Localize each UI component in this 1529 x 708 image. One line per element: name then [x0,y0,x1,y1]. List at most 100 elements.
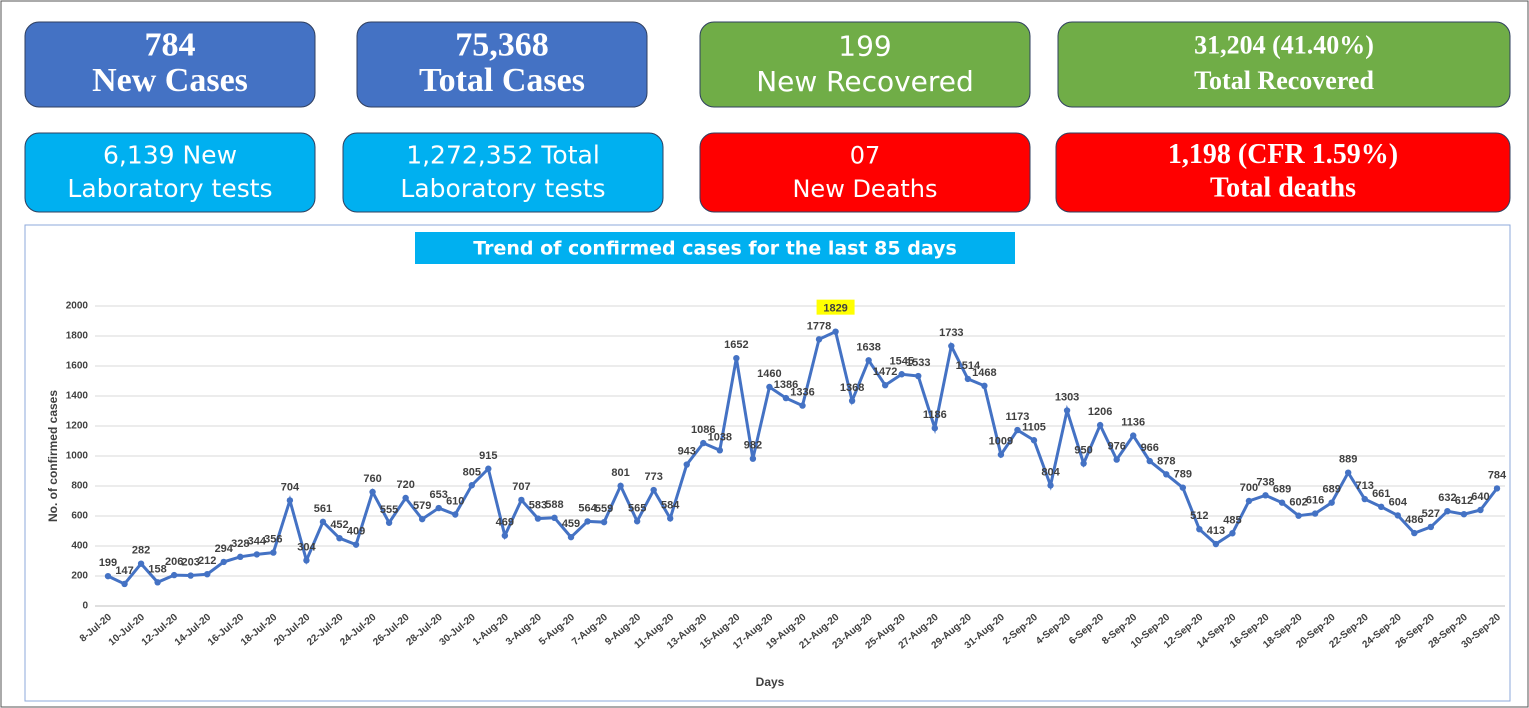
point [733,355,740,362]
point [617,482,624,490]
data-label: 1368 [840,382,864,394]
point [319,518,327,526]
data-label: 1545 [889,355,913,367]
data-label: 1468 [972,367,996,379]
data-label: 212 [198,555,216,567]
data-label: 784 [1488,469,1507,481]
y-tick-label: 200 [71,571,88,582]
y-tick-label: 1800 [66,331,89,342]
point [848,397,856,404]
point [1477,506,1484,514]
point [1063,407,1071,414]
point [452,511,459,518]
point [435,504,442,512]
data-label: 452 [330,519,348,531]
point [749,455,757,462]
point [915,372,922,380]
data-label: 583 [529,500,547,512]
point [137,560,145,567]
chart-title: Trend of confirmed cases for the last 85… [473,238,957,260]
point [584,518,591,525]
data-label: 1173 [1006,411,1030,423]
point [402,494,409,502]
data-label: 561 [314,503,332,515]
data-label: 328 [231,538,249,550]
point [253,551,261,558]
data-label: 579 [413,500,431,512]
data-label: 282 [132,545,150,557]
point [220,558,227,566]
point [766,383,773,391]
point [633,518,641,525]
data-label: 982 [744,440,762,452]
highlight-bg [816,299,855,315]
point [815,336,823,343]
x-tick-label: 5-Aug-20 [537,612,577,648]
data-label: 203 [181,557,199,569]
data-label: 789 [1174,469,1192,481]
point [997,451,1005,458]
data-label: 304 [297,541,316,553]
card-value: 199 [838,30,891,63]
data-label: 1733 [939,327,963,339]
point [1278,499,1286,506]
y-axis-label: No. of confirmed cases [46,390,60,522]
data-label: 565 [628,502,646,514]
data-label: 356 [264,534,282,546]
data-label: 1829 [823,303,847,315]
point [1179,484,1187,491]
data-label: 612 [1455,495,1473,507]
card [1057,21,1511,108]
data-label: 1206 [1088,406,1112,418]
data-label: 158 [148,563,166,575]
data-label: 689 [1322,484,1340,496]
point [303,557,310,564]
point [418,515,426,523]
card [342,132,664,213]
point [881,382,889,389]
point [336,535,343,542]
point [1245,497,1253,505]
card-value: 31,204 (41.40%) [1194,30,1374,59]
data-label: 707 [512,481,530,493]
point [1014,426,1021,434]
x-tick-label: 2-Sep-20 [1001,612,1040,648]
point [1427,523,1435,531]
data-label: 1186 [923,409,947,421]
data-label: 760 [363,473,381,485]
point [1460,511,1468,518]
point [1328,499,1335,506]
point [931,424,938,432]
data-label: 1778 [807,320,831,332]
point [485,465,492,472]
data-label: 943 [678,446,696,458]
point [170,571,178,579]
point [1146,457,1153,465]
data-label: 344 [248,535,267,547]
data-label: 801 [611,467,629,479]
card-value: 75,368 [455,26,549,63]
x-tick-label: 3-Aug-20 [504,612,544,648]
point [832,328,839,335]
data-label: 1472 [873,366,897,378]
point [716,447,724,454]
point [1311,510,1319,517]
x-tick-label: 1-Aug-20 [471,612,511,648]
point [1361,495,1368,503]
data-label: 966 [1141,442,1159,454]
x-tick-label: 7-Aug-20 [570,612,610,648]
data-label: 915 [479,450,497,462]
point [683,461,690,468]
point [1344,469,1352,476]
data-label: 804 [1041,466,1060,478]
data-label: 459 [562,518,580,530]
x-tick-label: 30-Jul-20 [437,612,478,649]
data-label: 512 [1190,510,1208,522]
point [1096,421,1104,429]
data-label: 632 [1438,492,1456,504]
data-label: 469 [496,517,514,529]
y-tick-label: 600 [71,511,88,522]
point [700,439,707,447]
point [782,394,790,402]
data-label: 602 [1289,497,1307,509]
